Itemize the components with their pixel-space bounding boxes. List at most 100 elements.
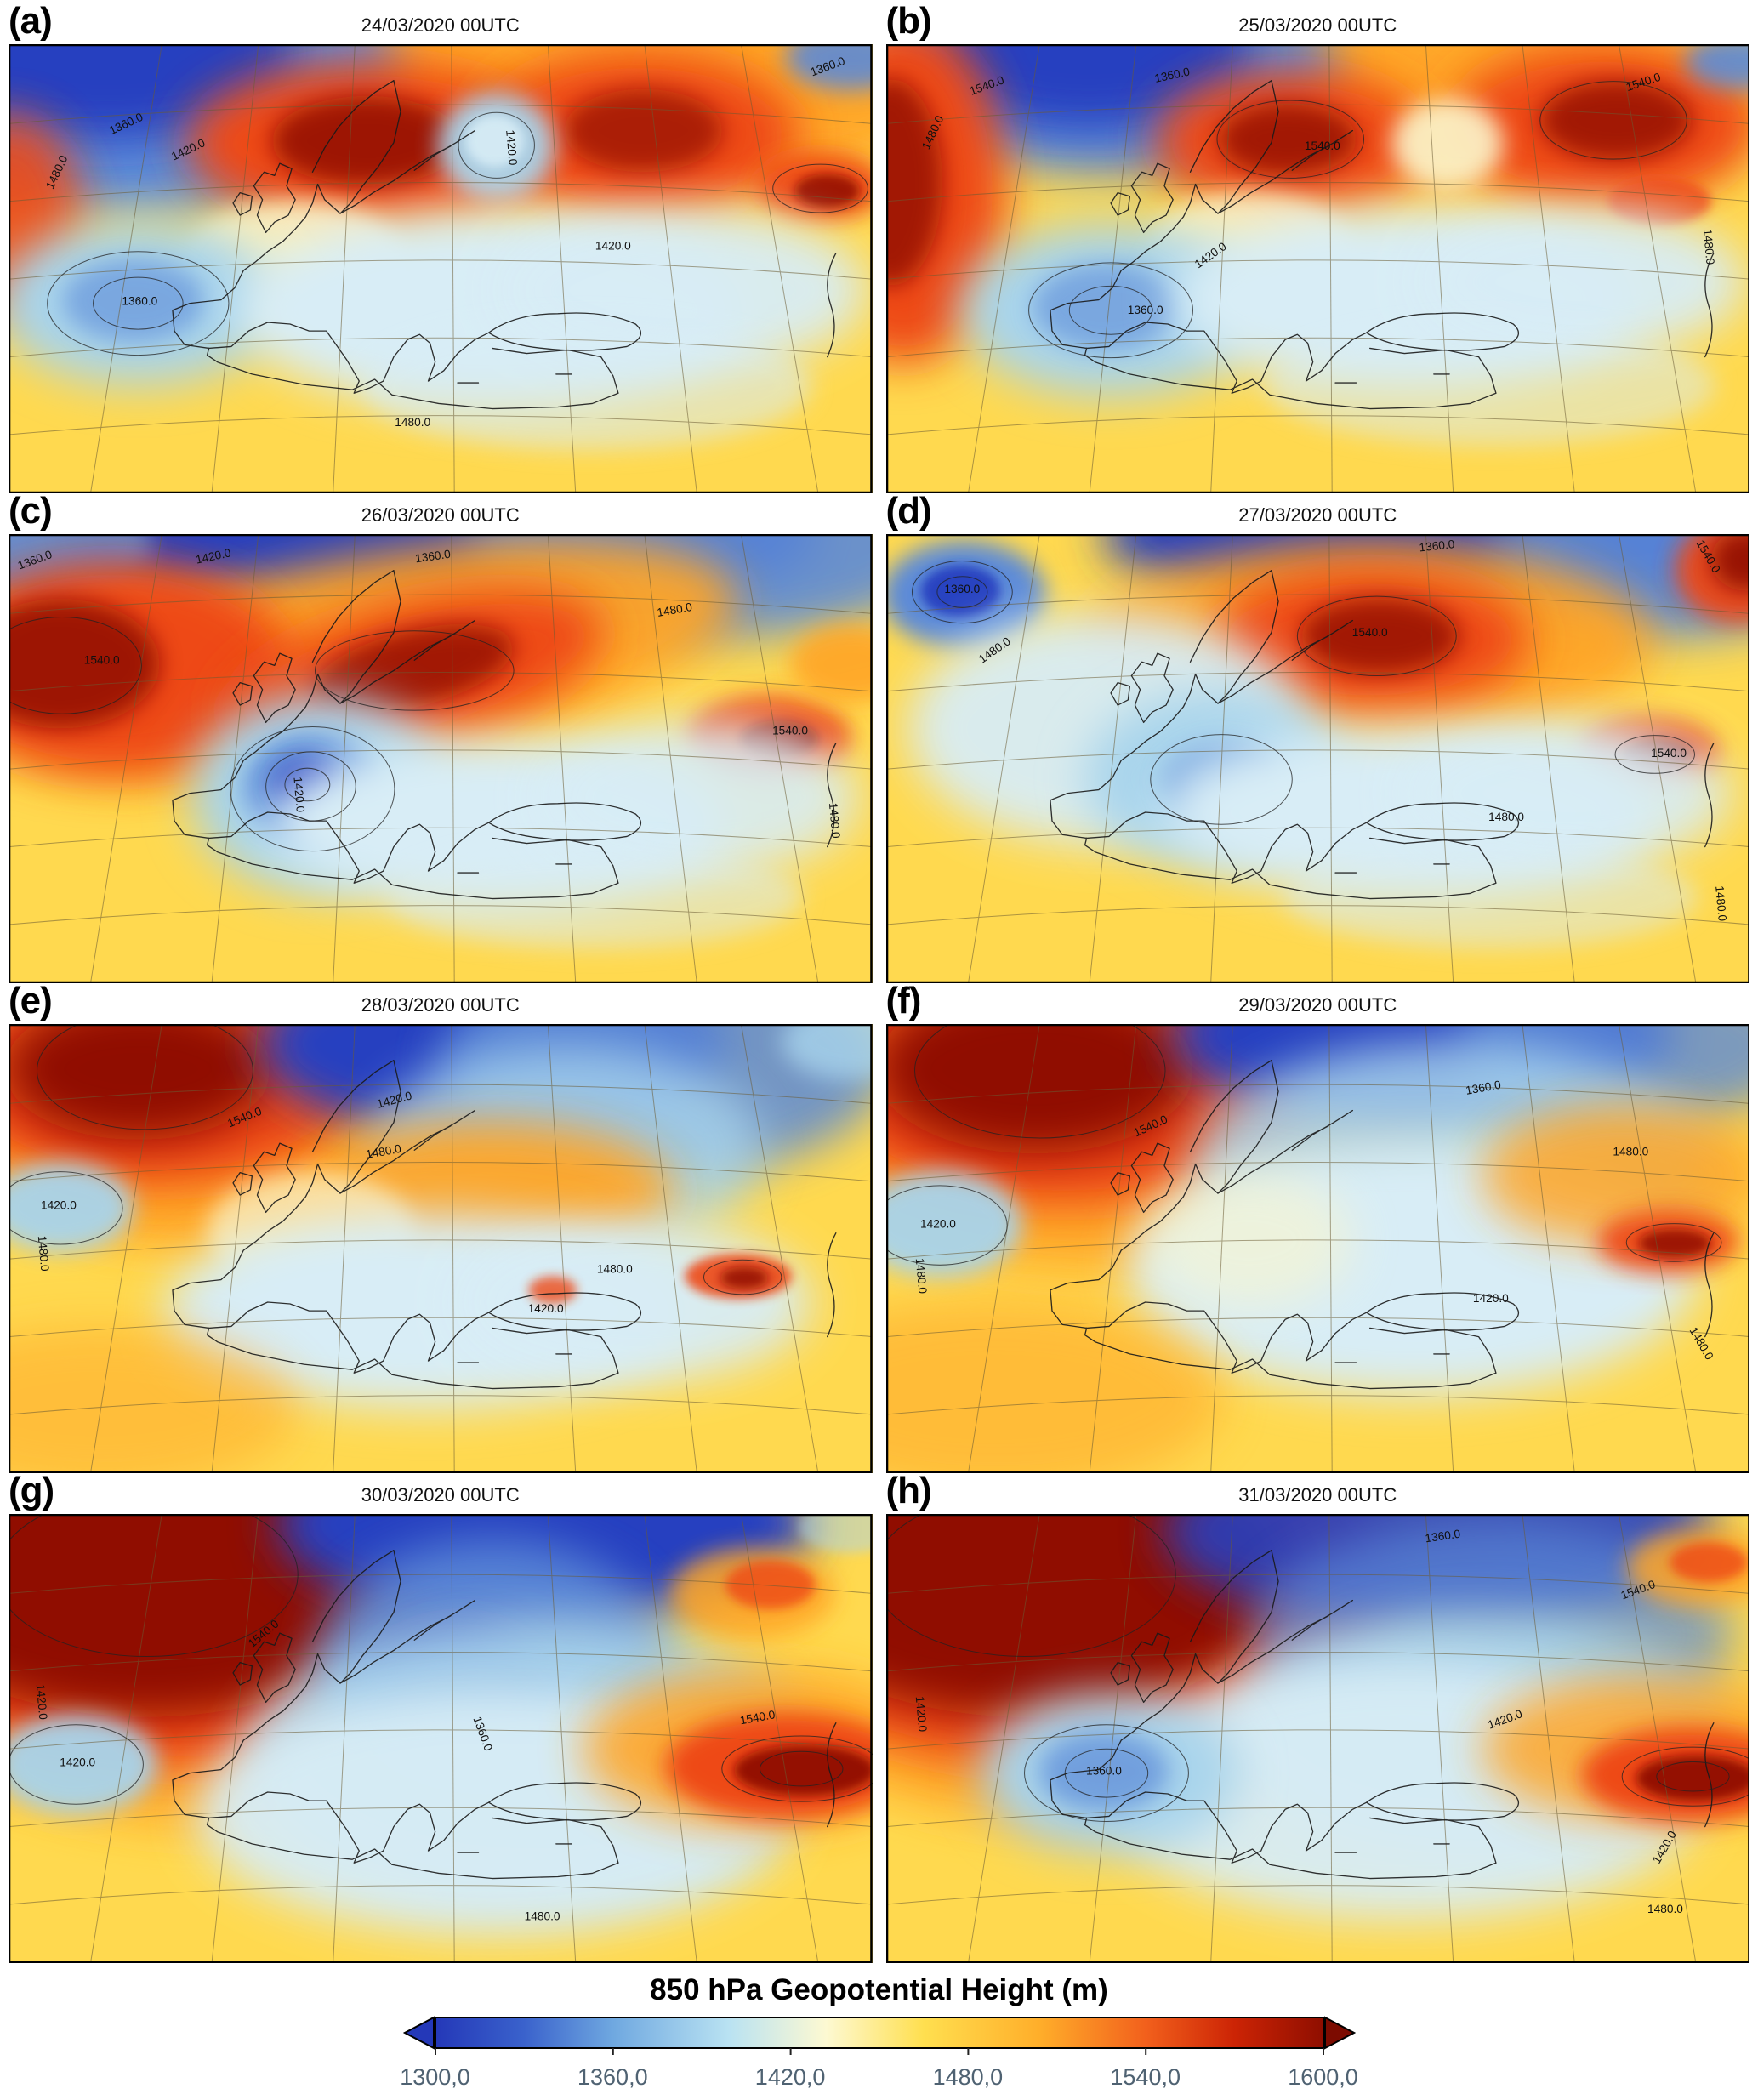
svg-text:1480.0: 1480.0 [597,1263,633,1276]
contour-rings [885,1514,1749,1823]
svg-text:1420.0: 1420.0 [920,1218,956,1231]
svg-text:1540.0: 1540.0 [1304,139,1340,152]
panel-title: 27/03/2020 00UTC [1238,504,1397,526]
panel-header: (h) 31/03/2020 00UTC [886,1470,1750,1514]
svg-text:1480.0: 1480.0 [1488,811,1524,823]
coastlines [172,1060,837,1390]
colorbar-canvas [402,2016,1356,2056]
svg-text:1420.0: 1420.0 [41,1198,77,1211]
svg-text:1480.0: 1480.0 [525,1909,560,1922]
svg-text:1360.0: 1360.0 [1085,1765,1121,1778]
panel-title: 31/03/2020 00UTC [1238,1484,1397,1506]
svg-text:1360.0: 1360.0 [122,295,157,308]
map-canvas: 1420.01360.01420.01480.01420.01540.01360… [885,1514,1749,1964]
svg-text:1360.0: 1360.0 [1424,1528,1461,1545]
colorbar [402,2014,1356,2063]
field-blobs [885,44,1749,494]
panel-title: 29/03/2020 00UTC [1238,994,1397,1016]
contour-rings [47,111,868,356]
panel-letter: (h) [885,1470,932,1512]
colorbar-tick-label: 1420,0 [754,2064,826,2091]
svg-text:1480.0: 1480.0 [656,600,693,619]
panel-title: 30/03/2020 00UTC [361,1484,520,1506]
svg-text:1540.0: 1540.0 [739,1708,777,1727]
field-blobs [885,1514,1749,1964]
graticule [885,44,1749,494]
map-canvas: 1360.01420.01480.01480.01480.01420.01540… [885,1024,1749,1474]
colorbar-section: 850 hPa Geopotential Height (m) 1300,0 13… [9,1973,1749,2091]
contour-rings [1027,81,1687,359]
svg-text:1360.0: 1360.0 [1127,304,1163,316]
colorbar-tick-label: 1300,0 [400,2064,470,2091]
map-panel: (b) 25/03/2020 00UTC 1540.0 1480.0 1360.0 154… [885,0,1750,494]
svg-text:1480.0: 1480.0 [365,1142,402,1161]
svg-text:1420.0: 1420.0 [1472,1292,1508,1305]
graticule [885,1514,1749,1964]
svg-text:1480.0: 1480.0 [1647,1903,1683,1915]
panel-letter: (d) [885,490,932,532]
svg-text:1540.0: 1540.0 [772,725,808,737]
contour-labels: 1360.01480.01360.01540.01540.01480.01480… [944,538,1728,922]
colorbar-title: 850 hPa Geopotential Height (m) [650,1973,1108,2007]
svg-text:1360.0: 1360.0 [944,583,980,595]
field-blobs [9,44,873,494]
colorbar-max-arrow-icon [1323,2016,1356,2050]
colorbar-gradient-bar [434,2017,1324,2050]
panel-title: 26/03/2020 00UTC [361,504,520,526]
graticule [885,1024,1749,1474]
svg-text:1420.0: 1420.0 [528,1302,564,1315]
svg-text:1420.0: 1420.0 [291,777,307,813]
panel-header: (c) 26/03/2020 00UTC [9,490,873,534]
colorbar-tick-label: 1480,0 [932,2064,1004,2091]
contour-rings [885,1024,1721,1266]
map-panel: (a) 24/03/2020 00UTC 1360.0 1420.0 1480.0 142… [9,0,873,494]
svg-text:1480.0: 1480.0 [827,802,843,839]
map-canvas: 1420.01540.01420.01480.01420.01480.01480… [9,1024,873,1474]
contour-rings [911,561,1695,825]
panel-header: (f) 29/03/2020 00UTC [886,980,1750,1024]
graticule [9,1024,873,1474]
coastlines [172,1550,837,1880]
panel-grid: (a) 24/03/2020 00UTC 1360.0 1420.0 1480.0 142… [9,0,1750,1964]
field-blobs [9,534,873,984]
panel-title: 24/03/2020 00UTC [361,14,520,36]
colorbar-tick-labels: 1300,0 1360,0 1420,0 1480,0 1540,0 1600,0 [400,2063,1358,2091]
map-panel: (f) 29/03/2020 00UTC 1360.0 1420.0 1480.0 148… [885,980,1750,1474]
svg-text:1480.0: 1480.0 [913,1258,929,1295]
svg-text:1540.0: 1540.0 [1651,747,1687,760]
panel-header: (a) 24/03/2020 00UTC [9,0,873,44]
coastlines [1049,1550,1714,1880]
map-canvas: 1360.0 1420.0 1360.01540.01420.01480.01540… [9,534,873,984]
field-blobs [885,1024,1749,1474]
svg-text:1480.0: 1480.0 [1700,229,1716,265]
map-canvas: 1360.01480.01360.01540.01540.01480.01480… [885,534,1749,984]
svg-text:1480.0: 1480.0 [1613,1145,1648,1158]
svg-text:1360.0: 1360.0 [1465,1078,1502,1097]
panel-header: (g) 30/03/2020 00UTC [9,1470,873,1514]
colorbar-tick-label: 1360,0 [577,2064,648,2091]
map-panel: (d) 27/03/2020 00UTC 1360.0 1480.0 1360.0 154… [885,490,1750,984]
field-blobs [9,1514,873,1964]
panel-letter: (g) [9,1470,54,1512]
coastlines [1049,79,1714,410]
svg-text:1480.0: 1480.0 [36,1235,52,1272]
graticule [9,44,873,494]
coastlines [172,570,837,900]
graticule [9,1514,873,1964]
colorbar-tick-label: 1600,0 [1288,2064,1358,2091]
svg-text:1480.0: 1480.0 [395,416,430,429]
panel-letter: (e) [9,980,53,1022]
panel-header: (d) 27/03/2020 00UTC [886,490,1750,534]
panel-header: (e) 28/03/2020 00UTC [9,980,873,1024]
colorbar-min-arrow-icon [402,2016,435,2050]
panel-title: 25/03/2020 00UTC [1238,14,1397,36]
panel-header: (b) 25/03/2020 00UTC [886,0,1750,44]
svg-text:1420.0: 1420.0 [60,1756,95,1769]
svg-text:1420.0: 1420.0 [34,1684,50,1721]
contour-rings [9,617,515,852]
panel-letter: (f) [885,980,922,1022]
svg-text:1420.0: 1420.0 [504,129,520,166]
svg-text:1420.0: 1420.0 [913,1696,929,1733]
map-panel: (g) 30/03/2020 00UTC 1420.0 1420.0 1540.0 136… [9,1470,873,1964]
panel-letter: (b) [885,0,932,42]
